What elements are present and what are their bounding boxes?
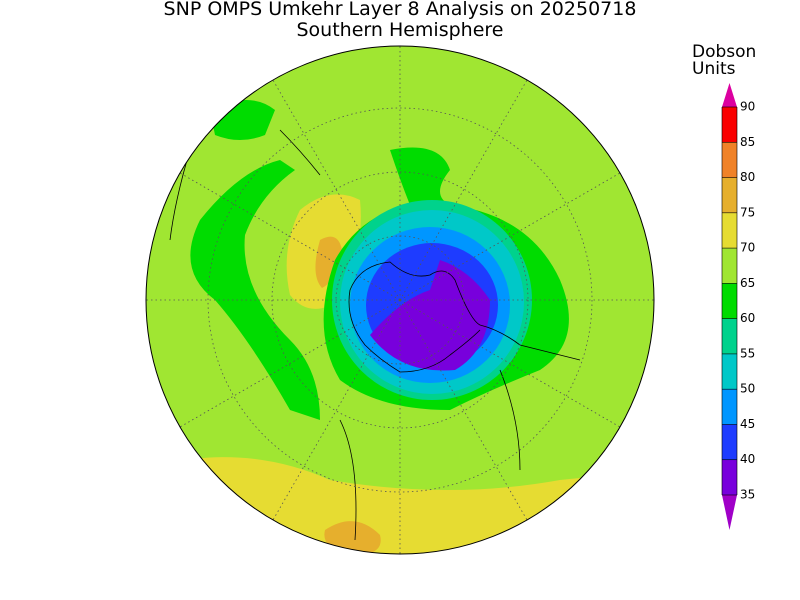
colorbar-title: Units bbox=[692, 59, 736, 79]
coastline bbox=[339, 369, 521, 541]
contour bbox=[210, 100, 275, 140]
colorbar-tick-label: 85 bbox=[740, 135, 755, 149]
colorbar-tick-label: 45 bbox=[740, 417, 755, 431]
colorbar-tick-label: 65 bbox=[740, 276, 755, 290]
colorbar-bin bbox=[722, 389, 737, 425]
colorbar-bin bbox=[722, 142, 737, 178]
colorbar-over bbox=[722, 83, 737, 107]
colorbar-tick-label: 80 bbox=[740, 170, 755, 184]
latitude-line bbox=[271, 171, 529, 429]
meridian bbox=[179, 299, 401, 428]
colorbar-outline bbox=[721, 107, 738, 495]
colorbar-under bbox=[722, 495, 737, 530]
colorbar-bin bbox=[722, 283, 737, 319]
colorbar-bin bbox=[722, 212, 737, 249]
colorbar-bin bbox=[722, 248, 737, 284]
map bbox=[146, 46, 654, 554]
meridian bbox=[399, 172, 621, 301]
meridian bbox=[272, 299, 401, 521]
colorbar-bin bbox=[722, 459, 737, 495]
colorbar-bin bbox=[722, 107, 737, 143]
colorbar-title: Dobson bbox=[692, 42, 756, 62]
meridians bbox=[146, 46, 654, 554]
colorbar-bin bbox=[722, 424, 737, 460]
colorbar-tick-label: 35 bbox=[740, 488, 755, 502]
contour bbox=[190, 160, 320, 420]
title: SNP OMPS Umkehr Layer 8 Analysis on 2025… bbox=[164, 0, 637, 20]
contour bbox=[370, 260, 490, 371]
meridian bbox=[272, 79, 401, 301]
colorbar-tick-label: 90 bbox=[740, 100, 755, 114]
contour bbox=[146, 457, 654, 554]
meridian bbox=[179, 172, 401, 301]
colorbar-bin bbox=[722, 177, 737, 213]
meridian bbox=[399, 79, 528, 301]
colorbar-tick-label: 70 bbox=[740, 241, 755, 255]
colorbar-bin bbox=[722, 318, 737, 354]
meridian bbox=[399, 299, 528, 521]
contour bbox=[315, 236, 342, 288]
colorbar-bin bbox=[722, 353, 737, 390]
colorbar-tick-label: 50 bbox=[740, 382, 755, 396]
colorbar-tick-label: 75 bbox=[740, 205, 755, 219]
colorbar-tick-label: 40 bbox=[740, 452, 755, 466]
colorbar: 35 40 45 50 55 60 65 70 75 80 85 90 bbox=[721, 83, 755, 530]
latitude-line bbox=[207, 107, 593, 493]
colorbar-tick-label: 55 bbox=[740, 346, 755, 360]
colorbar-tick-label: 60 bbox=[740, 311, 755, 325]
meridian bbox=[399, 299, 621, 428]
map-border bbox=[145, 45, 655, 555]
subtitle: Southern Hemisphere bbox=[296, 19, 503, 41]
